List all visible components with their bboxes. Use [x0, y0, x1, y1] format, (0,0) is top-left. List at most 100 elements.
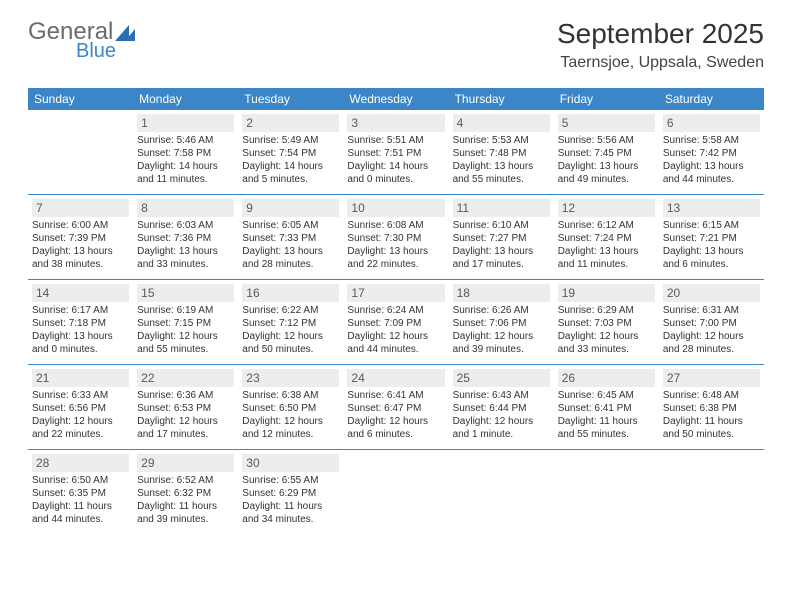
daylight-line: and 39 minutes.: [137, 513, 234, 526]
day-number: 29: [137, 454, 234, 472]
daylight-line: Daylight: 12 hours: [453, 330, 550, 343]
calendar-day-cell: [28, 110, 133, 195]
sunset-line: Sunset: 6:50 PM: [242, 402, 339, 415]
weekday-header: Wednesday: [343, 88, 448, 110]
daylight-line: Daylight: 12 hours: [242, 330, 339, 343]
sunrise-line: Sunrise: 6:29 AM: [558, 304, 655, 317]
daylight-line: Daylight: 13 hours: [558, 245, 655, 258]
daylight-line: Daylight: 13 hours: [32, 245, 129, 258]
daylight-line: and 49 minutes.: [558, 173, 655, 186]
day-number: 12: [558, 199, 655, 217]
sunrise-line: Sunrise: 6:00 AM: [32, 219, 129, 232]
calendar-day-cell: 19Sunrise: 6:29 AMSunset: 7:03 PMDayligh…: [554, 280, 659, 365]
daylight-line: Daylight: 12 hours: [663, 330, 760, 343]
daylight-line: Daylight: 12 hours: [242, 415, 339, 428]
daylight-line: Daylight: 13 hours: [32, 330, 129, 343]
daylight-line: and 6 minutes.: [347, 428, 444, 441]
calendar-day-cell: 12Sunrise: 6:12 AMSunset: 7:24 PMDayligh…: [554, 195, 659, 280]
daylight-line: and 44 minutes.: [32, 513, 129, 526]
sunset-line: Sunset: 7:58 PM: [137, 147, 234, 160]
daylight-line: Daylight: 13 hours: [242, 245, 339, 258]
sunset-line: Sunset: 7:06 PM: [453, 317, 550, 330]
daylight-line: and 12 minutes.: [242, 428, 339, 441]
sunset-line: Sunset: 6:32 PM: [137, 487, 234, 500]
day-number: 25: [453, 369, 550, 387]
sunset-line: Sunset: 7:03 PM: [558, 317, 655, 330]
sunset-line: Sunset: 7:45 PM: [558, 147, 655, 160]
logo-text-blue: Blue: [76, 40, 135, 63]
daylight-line: and 33 minutes.: [558, 343, 655, 356]
daylight-line: and 38 minutes.: [32, 258, 129, 271]
daylight-line: Daylight: 14 hours: [137, 160, 234, 173]
daylight-line: Daylight: 12 hours: [137, 330, 234, 343]
weekday-header: Sunday: [28, 88, 133, 110]
daylight-line: Daylight: 13 hours: [453, 245, 550, 258]
sunrise-line: Sunrise: 5:46 AM: [137, 134, 234, 147]
day-number: 26: [558, 369, 655, 387]
day-number: 17: [347, 284, 444, 302]
daylight-line: and 6 minutes.: [663, 258, 760, 271]
calendar-day-cell: 23 Sunrise: 6:38 AMSunset: 6:50 PMDayligh…: [238, 365, 343, 450]
sunset-line: Sunset: 6:53 PM: [137, 402, 234, 415]
sunset-line: Sunset: 6:41 PM: [558, 402, 655, 415]
sunset-line: Sunset: 7:15 PM: [137, 317, 234, 330]
daylight-line: and 5 minutes.: [242, 173, 339, 186]
calendar-table: SundayMondayTuesdayWednesdayThursdayFrid…: [28, 88, 764, 534]
daylight-line: and 55 minutes.: [453, 173, 550, 186]
calendar-day-cell: 20Sunrise: 6:31 AMSunset: 7:00 PMDayligh…: [659, 280, 764, 365]
sunset-line: Sunset: 7:18 PM: [32, 317, 129, 330]
sunset-line: Sunset: 7:39 PM: [32, 232, 129, 245]
day-number: 14: [32, 284, 129, 302]
daylight-line: Daylight: 12 hours: [558, 330, 655, 343]
daylight-line: Daylight: 14 hours: [347, 160, 444, 173]
sunset-line: Sunset: 6:35 PM: [32, 487, 129, 500]
sunrise-line: Sunrise: 5:58 AM: [663, 134, 760, 147]
logo: General Blue: [28, 18, 135, 63]
day-number: 18: [453, 284, 550, 302]
day-number: 23: [242, 369, 339, 387]
daylight-line: Daylight: 13 hours: [663, 160, 760, 173]
day-number: 5: [558, 114, 655, 132]
daylight-line: and 50 minutes.: [242, 343, 339, 356]
calendar-day-cell: 1 Sunrise: 5:46 AMSunset: 7:58 PMDaylight…: [133, 110, 238, 195]
day-number: 10: [347, 199, 444, 217]
sunset-line: Sunset: 7:21 PM: [663, 232, 760, 245]
day-number: 6: [663, 114, 760, 132]
weekday-header: Tuesday: [238, 88, 343, 110]
sunrise-line: Sunrise: 6:08 AM: [347, 219, 444, 232]
day-number: 16: [242, 284, 339, 302]
daylight-line: and 17 minutes.: [453, 258, 550, 271]
calendar-header-row: SundayMondayTuesdayWednesdayThursdayFrid…: [28, 88, 764, 110]
calendar-week-row: 14Sunrise: 6:17 AMSunset: 7:18 PMDayligh…: [28, 280, 764, 365]
sunset-line: Sunset: 7:54 PM: [242, 147, 339, 160]
calendar-day-cell: 14Sunrise: 6:17 AMSunset: 7:18 PMDayligh…: [28, 280, 133, 365]
sunrise-line: Sunrise: 6:26 AM: [453, 304, 550, 317]
sunrise-line: Sunrise: 6:38 AM: [242, 389, 339, 402]
month-title: September 2025: [557, 18, 764, 50]
day-number: 2: [242, 114, 339, 132]
sunrise-line: Sunrise: 6:31 AM: [663, 304, 760, 317]
sunrise-line: Sunrise: 6:12 AM: [558, 219, 655, 232]
calendar-day-cell: [343, 450, 448, 535]
daylight-line: Daylight: 13 hours: [347, 245, 444, 258]
day-number: 11: [453, 199, 550, 217]
calendar-day-cell: 29Sunrise: 6:52 AMSunset: 6:32 PMDayligh…: [133, 450, 238, 535]
daylight-line: and 28 minutes.: [242, 258, 339, 271]
sunset-line: Sunset: 7:00 PM: [663, 317, 760, 330]
calendar-day-cell: [449, 450, 554, 535]
day-number: 9: [242, 199, 339, 217]
daylight-line: Daylight: 11 hours: [32, 500, 129, 513]
calendar-day-cell: 3Sunrise: 5:51 AMSunset: 7:51 PMDaylight…: [343, 110, 448, 195]
day-number: 21: [32, 369, 129, 387]
daylight-line: Daylight: 14 hours: [242, 160, 339, 173]
calendar-day-cell: [659, 450, 764, 535]
day-number: 1: [137, 114, 234, 132]
daylight-line: and 55 minutes.: [558, 428, 655, 441]
calendar-day-cell: 13Sunrise: 6:15 AMSunset: 7:21 PMDayligh…: [659, 195, 764, 280]
daylight-line: and 44 minutes.: [663, 173, 760, 186]
calendar-week-row: 21Sunrise: 6:33 AMSunset: 6:56 PMDayligh…: [28, 365, 764, 450]
sunrise-line: Sunrise: 6:55 AM: [242, 474, 339, 487]
calendar-day-cell: 21Sunrise: 6:33 AMSunset: 6:56 PMDayligh…: [28, 365, 133, 450]
calendar-day-cell: 28Sunrise: 6:50 AMSunset: 6:35 PMDayligh…: [28, 450, 133, 535]
daylight-line: Daylight: 11 hours: [137, 500, 234, 513]
